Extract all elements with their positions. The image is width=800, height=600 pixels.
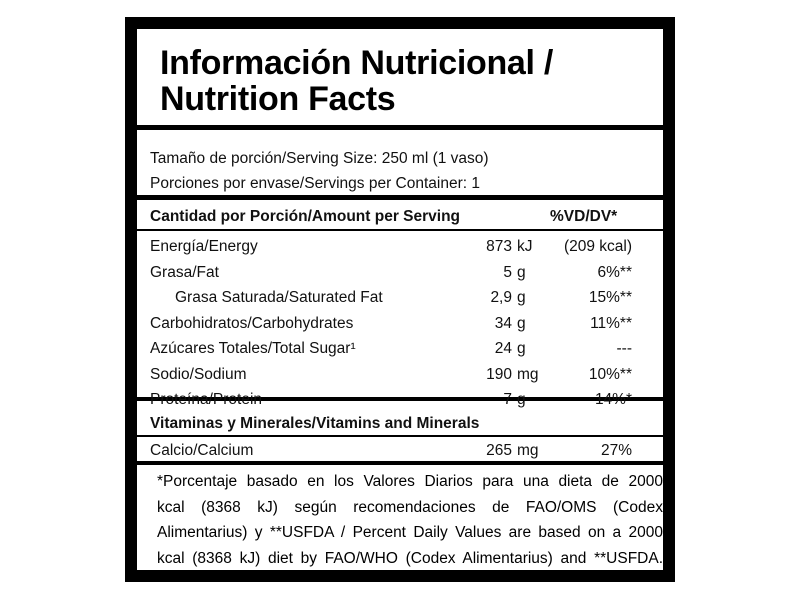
unit: g — [517, 314, 526, 332]
amount: 2,9 — [490, 289, 512, 306]
column-header: %VD/DV* — [550, 208, 618, 225]
title: Nutrition Facts — [160, 80, 396, 118]
daily-value: 27% — [600, 442, 632, 459]
nutrient-name: Proteína/Protein — [150, 391, 263, 408]
daily-value: --- — [616, 340, 633, 357]
section-header: Vitaminas y Minerales/Vitamins and Miner… — [150, 415, 480, 432]
servings-per-container: Porciones por envase/Servings per Contai… — [150, 175, 480, 192]
daily-value: (209 kcal) — [563, 238, 632, 255]
amount: 24 — [494, 340, 512, 357]
nutrient-name: Grasa Saturada/Saturated Fat — [175, 289, 383, 306]
title: Información Nutricional / — [160, 44, 553, 82]
unit: g — [517, 391, 526, 408]
daily-value: 10%** — [588, 365, 632, 383]
footnote-line: Alimentarius) y **USFDA / Percent Daily … — [157, 524, 663, 541]
daily-value: 14%* — [594, 391, 632, 408]
unit: g — [517, 289, 526, 306]
nutrient-name: Sodio/Sodium — [150, 365, 247, 383]
daily-value: 15%** — [588, 289, 632, 306]
rule — [137, 229, 663, 231]
nutrient-name: Calcio/Calcium — [150, 442, 254, 459]
nutrient-name: Azúcares Totales/Total Sugar¹ — [150, 340, 356, 357]
amount: 265 — [486, 442, 512, 459]
serving-size: Tamaño de porción/Serving Size: 250 ml (… — [150, 150, 489, 167]
amount: 190 — [486, 365, 512, 383]
nutrient-name: Grasa/Fat — [150, 263, 219, 281]
unit: mg — [517, 442, 539, 459]
daily-value: 11%** — [590, 314, 632, 332]
daily-value: 6%** — [597, 263, 632, 281]
unit: kJ — [517, 238, 533, 255]
amount: 34 — [494, 314, 512, 332]
rule — [137, 435, 663, 437]
nutrient-name: Carbohidratos/Carbohydrates — [150, 314, 354, 332]
unit: mg — [517, 365, 539, 383]
footnote-line: kcal (8368 kJ) según recomendaciones de … — [157, 498, 663, 516]
footnote-line: kcal (8368 kJ) diet by FAO/WHO (Codex Al… — [157, 549, 663, 567]
unit: g — [517, 263, 526, 281]
unit: g — [517, 340, 526, 357]
amount: 873 — [486, 238, 512, 255]
footnote-line: *Porcentaje basado en los Valores Diario… — [157, 473, 663, 490]
nutrient-name: Energía/Energy — [150, 238, 258, 255]
rule — [137, 461, 663, 465]
rule — [137, 195, 663, 200]
amount: 5 — [503, 263, 512, 281]
rule — [137, 397, 663, 401]
column-header: Cantidad por Porción/Amount per Serving — [150, 208, 461, 225]
rule — [137, 125, 663, 130]
amount: 7 — [503, 391, 512, 408]
nutrition-label: Información Nutricional / Nutrition Fact… — [125, 17, 675, 582]
